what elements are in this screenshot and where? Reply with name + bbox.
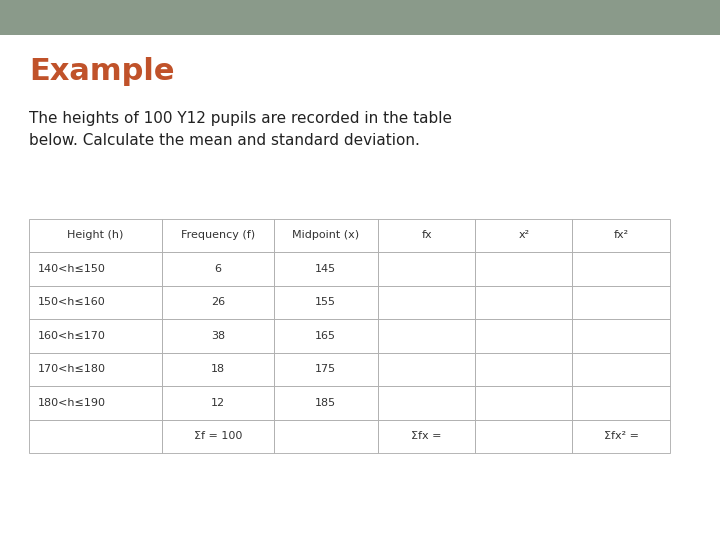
Text: 145: 145 <box>315 264 336 274</box>
Bar <box>274 286 378 319</box>
Bar <box>572 286 670 319</box>
Text: 12: 12 <box>211 398 225 408</box>
Bar <box>572 219 670 252</box>
Text: fx²: fx² <box>613 231 629 240</box>
Text: Σf = 100: Σf = 100 <box>194 431 242 441</box>
Bar <box>475 219 572 252</box>
Text: 170<h≤180: 170<h≤180 <box>37 364 105 374</box>
Bar <box>162 420 274 453</box>
Bar <box>378 219 475 252</box>
Bar <box>29 252 162 286</box>
Bar <box>572 420 670 453</box>
Bar <box>378 286 475 319</box>
Bar <box>378 420 475 453</box>
Bar <box>274 420 378 453</box>
Text: Frequency (f): Frequency (f) <box>181 231 255 240</box>
Text: Σfx² =: Σfx² = <box>603 431 639 441</box>
Bar <box>29 386 162 420</box>
Bar <box>475 252 572 286</box>
Text: The heights of 100 Y12 pupils are recorded in the table
below. Calculate the mea: The heights of 100 Y12 pupils are record… <box>29 111 452 148</box>
Bar <box>274 386 378 420</box>
Bar <box>29 353 162 386</box>
Bar <box>162 319 274 353</box>
Text: 26: 26 <box>211 298 225 307</box>
Bar <box>475 386 572 420</box>
Text: 160<h≤170: 160<h≤170 <box>37 331 105 341</box>
Bar <box>29 420 162 453</box>
Bar <box>378 353 475 386</box>
Text: Example: Example <box>29 57 174 86</box>
Bar <box>274 252 378 286</box>
Bar <box>274 219 378 252</box>
Text: 175: 175 <box>315 364 336 374</box>
Text: 155: 155 <box>315 298 336 307</box>
Bar <box>475 353 572 386</box>
Text: Σfx =: Σfx = <box>411 431 442 441</box>
Bar <box>29 286 162 319</box>
Bar <box>162 353 274 386</box>
Text: 150<h≤160: 150<h≤160 <box>37 298 105 307</box>
Bar <box>378 252 475 286</box>
Bar <box>572 319 670 353</box>
Bar <box>572 386 670 420</box>
Text: 180<h≤190: 180<h≤190 <box>37 398 105 408</box>
Bar <box>475 286 572 319</box>
Bar <box>378 319 475 353</box>
Text: 165: 165 <box>315 331 336 341</box>
Bar <box>29 319 162 353</box>
Bar <box>29 219 162 252</box>
Bar <box>162 252 274 286</box>
Text: fx: fx <box>421 231 432 240</box>
Text: 18: 18 <box>211 364 225 374</box>
Text: 140<h≤150: 140<h≤150 <box>37 264 105 274</box>
Bar <box>274 353 378 386</box>
Bar <box>162 219 274 252</box>
Text: x²: x² <box>518 231 529 240</box>
Text: Midpoint (x): Midpoint (x) <box>292 231 359 240</box>
Text: Height (h): Height (h) <box>67 231 124 240</box>
Bar <box>274 319 378 353</box>
Bar <box>162 386 274 420</box>
Bar <box>378 386 475 420</box>
Bar <box>572 252 670 286</box>
Text: 38: 38 <box>211 331 225 341</box>
Bar <box>475 319 572 353</box>
Bar <box>0 0 720 35</box>
Bar <box>572 353 670 386</box>
Text: 185: 185 <box>315 398 336 408</box>
Bar <box>475 420 572 453</box>
Bar <box>162 286 274 319</box>
Text: 6: 6 <box>215 264 221 274</box>
